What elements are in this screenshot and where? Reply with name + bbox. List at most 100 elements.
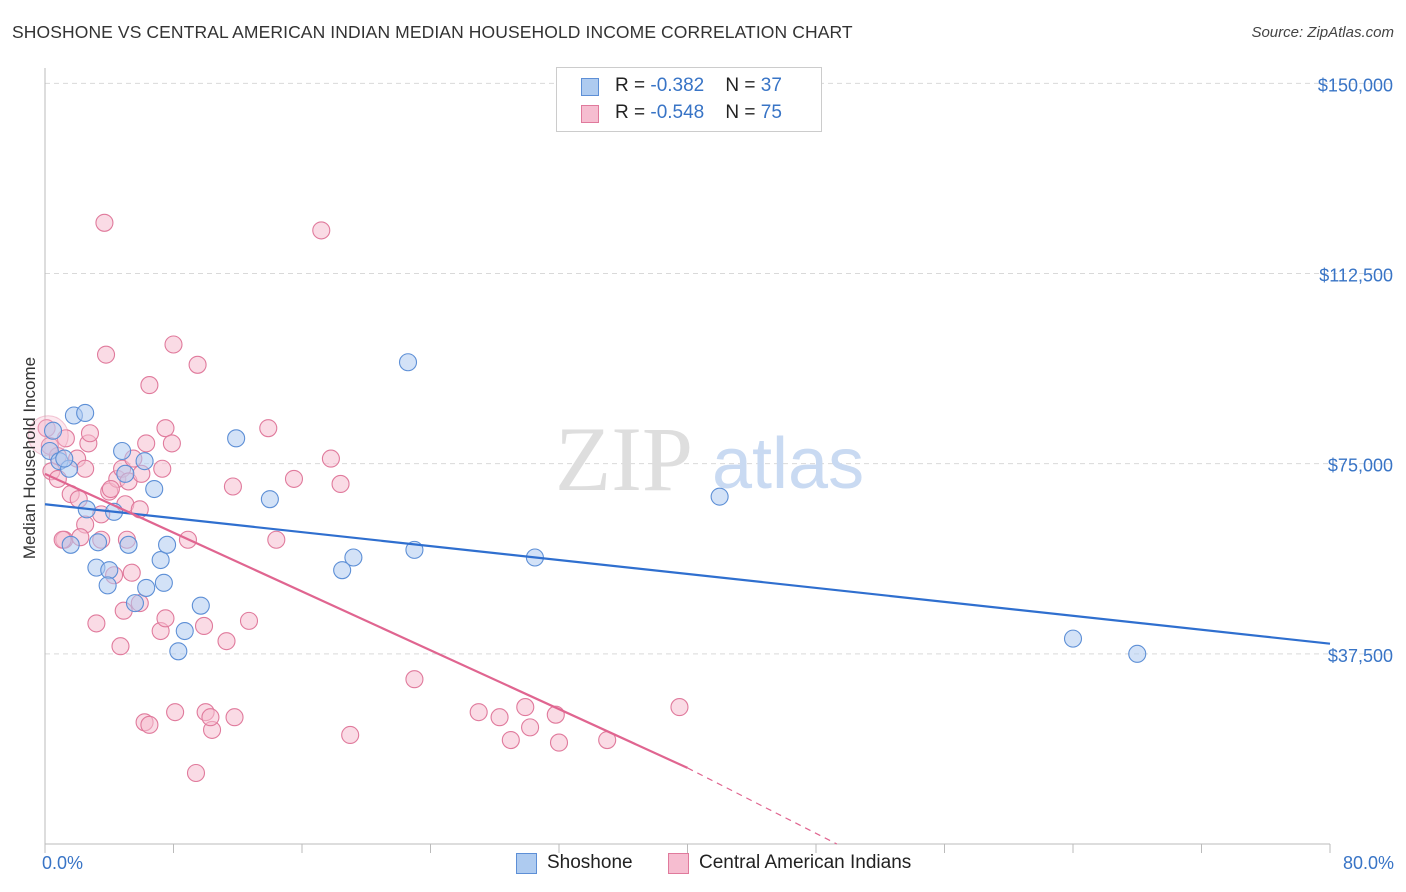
cai-point [405,670,424,689]
cai-point [549,733,569,752]
shoshone-point [100,561,119,580]
cai-point [223,477,242,496]
y-tick-label: $150,000 [1318,75,1393,95]
shoshone-point [125,594,144,613]
cai-swatch [581,105,599,123]
cai-point [331,474,350,494]
watermark-zip: ZIP [555,408,693,510]
r-label: R = [615,102,651,123]
source-note: Source: ZipAtlas.com [1251,24,1394,41]
cai-point [164,335,183,354]
cai-point [166,703,185,722]
n-label: N = [725,75,761,96]
shoshone-legend-label: Shoshone [547,852,633,873]
correlation-legend: R = -0.382 N = 37 R = -0.548 N = 75 [556,67,822,132]
cai-point [239,611,259,630]
shoshone-point [175,621,194,641]
cai-point [162,434,181,453]
shoshone-point [169,642,188,661]
cai-point [111,637,130,656]
cai-point [95,213,114,232]
shoshone-point [260,490,279,509]
cai-point [137,434,156,453]
cai-trend-line-extension [687,767,838,845]
gridlines [45,82,1394,655]
cai-point [140,376,159,395]
cai-legend-swatch [668,853,689,874]
legend-stats-shoshone: R = -0.382 N = 37 [615,75,782,97]
cai-point [201,708,220,727]
shoshone-legend-swatch [516,853,537,874]
watermark: ZIP atlas [555,408,864,510]
cai-point [259,419,278,438]
cai-point [156,609,175,628]
cai-point [96,345,116,364]
cai-point [80,424,100,443]
cai-trend-line [44,472,688,769]
cai-point [76,459,95,478]
y-tick-label: $112,500 [1319,266,1393,286]
cai-point [140,715,159,734]
cai-point [501,730,520,750]
shoshone-point [88,533,108,552]
shoshone-point [710,487,729,506]
cai-legend-label: Central American Indians [699,852,912,873]
shoshone-point [43,421,63,440]
shoshone-trend-line [44,503,1331,645]
shoshone-point [398,353,418,372]
n-value-shoshone: 37 [760,75,782,96]
shoshone-point [154,573,173,592]
trend-lines [44,472,1331,845]
cai-point [321,449,340,468]
cai-points [27,213,689,783]
shoshone-point [1128,644,1147,663]
shoshone-swatch [581,78,599,96]
cai-point [490,708,509,727]
shoshone-point [116,464,135,483]
cai-point [341,725,360,745]
x-tick-label-max: 80.0% [1343,853,1394,873]
y-axis-title: Median Household Income [20,357,39,559]
y-tick-label: $37,500 [1328,646,1393,666]
shoshone-point [98,576,117,595]
shoshone-point [61,535,80,554]
cai-point [186,763,206,783]
r-label: R = [615,75,651,96]
shoshone-points [40,353,1147,663]
shoshone-point [135,452,154,471]
cai-point [194,616,214,635]
cai-point [516,698,535,717]
cai-point [521,718,540,737]
shoshone-point [145,479,164,499]
cai-point [87,614,106,633]
cai-point [312,221,331,240]
cai-point [225,708,244,727]
shoshone-point [113,441,132,461]
shoshone-point [55,449,74,468]
y-tick-labels: $37,500 $75,000 $112,500 $150,000 [1318,75,1393,665]
watermark-atlas: atlas [712,424,864,504]
shoshone-point [227,429,246,448]
y-tick-label: $75,000 [1328,456,1393,476]
n-label: N = [725,102,761,123]
cai-point [156,419,175,438]
shoshone-point [76,403,95,423]
shoshone-point [137,578,156,597]
cai-point [122,563,141,582]
cai-point [217,632,236,651]
cai-point [670,698,689,717]
cai-point [188,355,207,374]
chart-title: SHOSHONE VS CENTRAL AMERICAN INDIAN MEDI… [12,22,853,42]
cai-point [153,459,172,478]
r-value-shoshone: -0.382 [650,75,705,96]
cai-point [469,703,488,722]
shoshone-point [333,561,352,580]
legend-stats-cai: R = -0.548 N = 75 [615,102,782,124]
shoshone-point [119,535,138,554]
x-tick-label-min: 0.0% [42,853,83,873]
shoshone-point [344,548,363,567]
shoshone-point [158,535,177,554]
n-value-cai: 75 [760,102,782,123]
shoshone-point [191,596,210,615]
